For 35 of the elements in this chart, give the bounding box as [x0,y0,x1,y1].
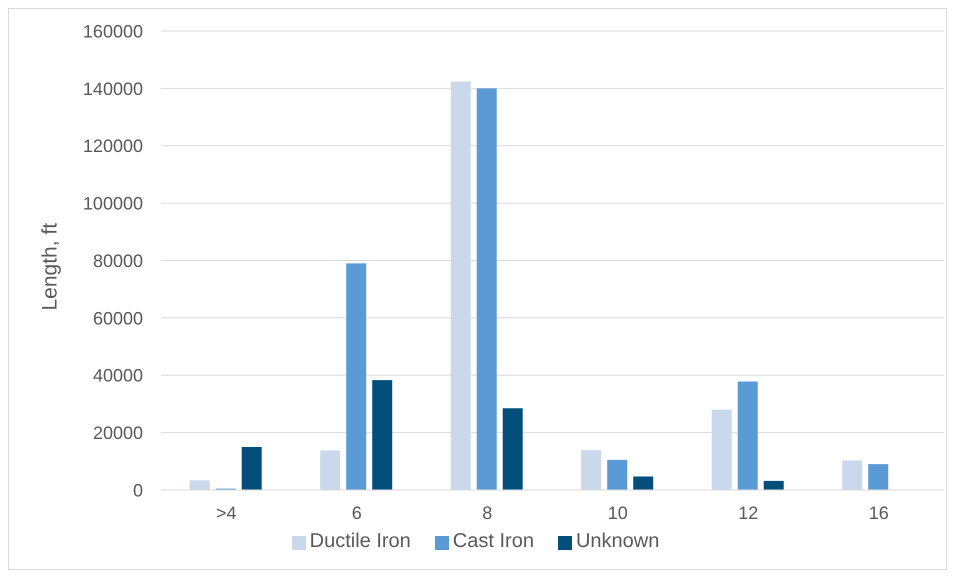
bar [450,81,471,490]
x-tick-label: 16 [868,502,889,523]
x-tick-label: 12 [738,502,758,523]
bar [476,88,497,490]
bar [738,382,758,490]
bar [607,460,628,490]
legend-label: Cast Iron [452,530,534,552]
bar [868,464,888,490]
bar [633,476,654,490]
y-tick-label: 140000 [82,78,143,99]
y-tick-label: 80000 [92,250,143,271]
bar [242,446,262,490]
y-tick-label: 160000 [82,21,143,42]
bar [842,460,862,490]
bar [502,408,523,490]
y-tick-label: 40000 [92,366,143,386]
x-tick-label: 6 [352,502,362,523]
y-tick-label: 100000 [82,194,143,214]
x-tick-label: 10 [608,502,628,523]
bar [764,480,784,490]
bar [190,480,210,490]
bar [712,410,732,490]
legend-label: Unknown [576,530,660,552]
y-tick-label: 0 [132,480,143,500]
bar [346,263,366,490]
y-axis-title: Length, ft [38,222,62,310]
bar [581,450,602,490]
bar [372,380,392,490]
x-tick-label: >4 [216,502,237,523]
y-tick-label: 60000 [92,308,143,328]
y-tick-label: 120000 [82,136,143,156]
y-tick-label: 20000 [92,423,143,444]
legend-label: Ductile Iron [310,530,411,552]
bar [320,450,340,490]
x-tick-label: 8 [482,502,492,523]
